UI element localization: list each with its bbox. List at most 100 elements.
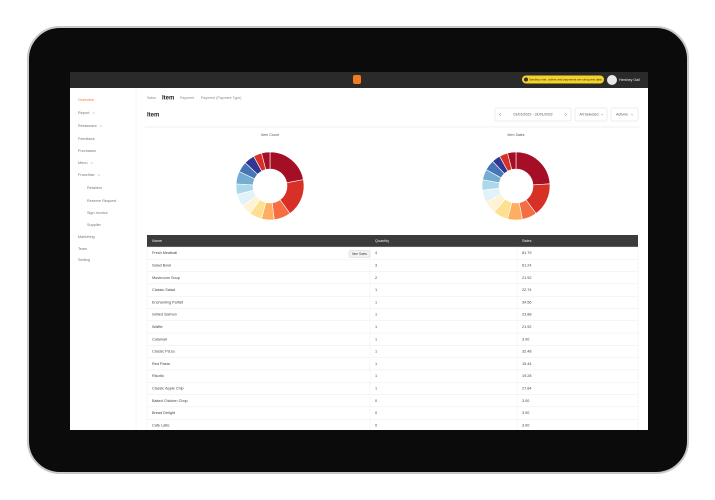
table-row: [146, 271, 639, 285]
sidebar-item[interactable]: Setting: [78, 258, 90, 262]
table-cell: Fresh Meatball: [152, 251, 177, 255]
date-range-box[interactable]: [494, 107, 572, 122]
table-cell: 1: [375, 386, 377, 390]
donut-segment: [507, 151, 517, 170]
table-cell: Bread Delight: [152, 411, 176, 415]
table-cell: 4: [375, 251, 377, 255]
filter-button[interactable]: [574, 107, 608, 122]
donut-segment: [261, 151, 271, 170]
table-cell: 1: [375, 288, 377, 292]
column-header[interactable]: Name: [152, 239, 162, 243]
actions-button[interactable]: [610, 107, 639, 122]
table-cell: Enchanting Parfait: [152, 300, 184, 304]
column-header[interactable]: Sales: [522, 239, 532, 243]
table-cell: 1: [375, 313, 377, 317]
sidebar-item[interactable]: Feedback: [78, 137, 95, 141]
chart-title: Item Count: [261, 133, 279, 137]
table-row: [146, 320, 639, 334]
sidebar-item[interactable]: Reserve Request: [87, 199, 117, 203]
table-row: [146, 369, 639, 383]
filter-label[interactable]: All Selected: [580, 112, 599, 116]
table-row: [146, 419, 639, 430]
tooltip-box[interactable]: [348, 250, 371, 258]
table-cell: Calamari: [152, 337, 167, 341]
table-cell: 1: [375, 325, 377, 329]
table-cell: 3.90: [522, 337, 529, 341]
tab[interactable]: Item: [162, 96, 174, 102]
sidebar-item[interactable]: Franchise: [78, 173, 95, 177]
table-row: [146, 246, 639, 260]
sidebar: [70, 88, 136, 430]
table-cell: 0: [375, 399, 377, 403]
notice-text: Sandbox site, orders and payments are us…: [529, 77, 602, 81]
table-row: [146, 394, 639, 408]
table-row: [146, 357, 639, 371]
sidebar-item[interactable]: Supplier: [87, 223, 102, 227]
table-row: [146, 406, 639, 420]
table-cell: 3.00: [522, 411, 529, 415]
table-cell: Grilled Salmon: [152, 313, 177, 317]
table-cell: 0: [375, 411, 377, 415]
tab[interactable]: Payment: [180, 96, 194, 100]
table-row: [146, 345, 639, 358]
table-cell: Classic Pizza: [152, 350, 175, 354]
page-title: Item: [147, 113, 159, 119]
table-cell: Mushroom Soup: [152, 276, 180, 280]
notice-icon: [524, 77, 528, 82]
sidebar-item[interactable]: Team: [78, 247, 87, 251]
chart-title: Item Sales: [508, 133, 525, 137]
table-cell: 34.56: [522, 300, 532, 304]
sidebar-item[interactable]: Overview: [78, 98, 94, 102]
table-cell: 1: [375, 300, 377, 304]
table-cell: 19.28: [522, 374, 532, 378]
table-cell: 27.84: [522, 386, 532, 390]
expand-chevron[interactable]: [90, 162, 94, 164]
table-cell: 32.48: [522, 350, 532, 354]
expand-chevron[interactable]: [92, 112, 95, 114]
table-row: [146, 332, 639, 346]
sidebar-item[interactable]: Purchases: [78, 149, 96, 153]
notice-pill: [522, 75, 604, 84]
table-row: [146, 308, 639, 322]
table-cell: 1: [375, 337, 377, 341]
table-header: [147, 235, 638, 247]
sidebar-item[interactable]: Sign Invoice: [87, 211, 108, 215]
user-name[interactable]: Hershey Gail: [619, 78, 640, 82]
date-range[interactable]: 01/01/2022 - 31/01/2022: [513, 112, 552, 116]
dropdown-chevrons: [600, 113, 634, 116]
actions-label[interactable]: Actions: [616, 112, 628, 116]
tab[interactable]: Payment (Payment Type): [201, 96, 241, 100]
table-row: [146, 382, 639, 395]
tab[interactable]: Sales: [147, 96, 156, 100]
sidebar-item[interactable]: Menu: [78, 161, 88, 165]
sidebar-item[interactable]: Marketing: [78, 235, 95, 239]
sidebar-item[interactable]: Report: [78, 111, 90, 115]
table-cell: 15.44: [522, 362, 532, 366]
table-cell: 3.00: [522, 423, 529, 427]
table-cell: 1: [375, 374, 377, 378]
table-cell: Salad Bowl: [152, 263, 171, 267]
table-cell: 22.74: [522, 288, 532, 292]
logo[interactable]: [353, 75, 361, 84]
table-cell: 1: [375, 362, 377, 366]
expand-chevron[interactable]: [97, 174, 101, 176]
column-header[interactable]: Quantity: [375, 239, 389, 243]
sidebar-item[interactable]: Restaurant: [78, 124, 98, 128]
table-cell: Waffle: [152, 325, 163, 329]
table-row: [146, 283, 639, 297]
screen-content: Sandbox site, orders and payments are us…: [70, 72, 648, 430]
table-cell: Classic Salad: [152, 288, 175, 292]
expand-chevron[interactable]: [99, 125, 103, 127]
date-arrows[interactable]: [499, 112, 567, 117]
table-cell: Classic Apple Chip: [152, 386, 184, 390]
table-cell: 21.92: [522, 276, 532, 280]
tooltip[interactable]: Item Sales: [352, 252, 367, 256]
table-cell: 21.92: [522, 325, 532, 329]
table-cell: 2: [375, 276, 377, 280]
table-cell: 61.24: [522, 263, 532, 267]
sidebar-item[interactable]: Retailers: [87, 186, 102, 190]
table-cell: 81.79: [522, 251, 532, 255]
avatar[interactable]: [607, 75, 617, 85]
